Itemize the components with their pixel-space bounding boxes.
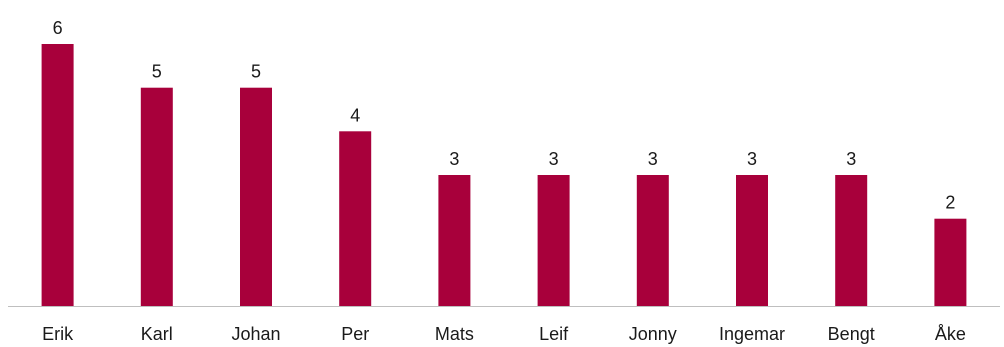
x-tick-label-jonny: Jonny	[629, 324, 677, 344]
bars-layer	[41, 44, 967, 306]
x-tick-label-mats: Mats	[435, 324, 474, 344]
bar-johan	[240, 87, 272, 306]
bar-ake	[934, 218, 967, 306]
data-label-mats: 3	[449, 149, 459, 169]
x-tick-labels-layer: Erik Karl Johan Per Mats Leif Jonny Ingemar Beng…	[42, 324, 966, 344]
x-tick-label-per: Per	[341, 324, 369, 344]
bar-per	[339, 131, 372, 306]
data-label-karl: 5	[152, 62, 162, 82]
bar-ingemar	[736, 175, 768, 306]
x-tick-label-erik: Erik	[42, 324, 74, 344]
x-tick-label-bengt: Bengt	[828, 324, 875, 344]
data-label-ake: 2	[945, 193, 955, 213]
data-label-bengt: 3	[846, 149, 856, 169]
x-tick-label-ake: Åke	[935, 324, 966, 344]
data-label-jonny: 3	[648, 149, 658, 169]
data-labels-layer: 6 5 5 4 3 3 3 3 3 2	[53, 18, 956, 213]
x-tick-label-ingemar: Ingemar	[719, 324, 785, 344]
data-label-ingemar: 3	[747, 149, 757, 169]
x-tick-label-leif: Leif	[539, 324, 569, 344]
bar-mats	[438, 175, 471, 306]
bar-jonny	[636, 175, 669, 306]
bar-erik	[41, 44, 74, 306]
bar-bengt	[835, 175, 868, 306]
data-label-erik: 6	[53, 18, 63, 38]
x-tick-label-karl: Karl	[141, 324, 173, 344]
data-label-leif: 3	[549, 149, 559, 169]
bar-karl	[140, 87, 173, 306]
x-tick-label-johan: Johan	[231, 324, 280, 344]
data-label-per: 4	[350, 105, 360, 125]
data-label-johan: 5	[251, 62, 261, 82]
bar-leif	[537, 175, 570, 306]
